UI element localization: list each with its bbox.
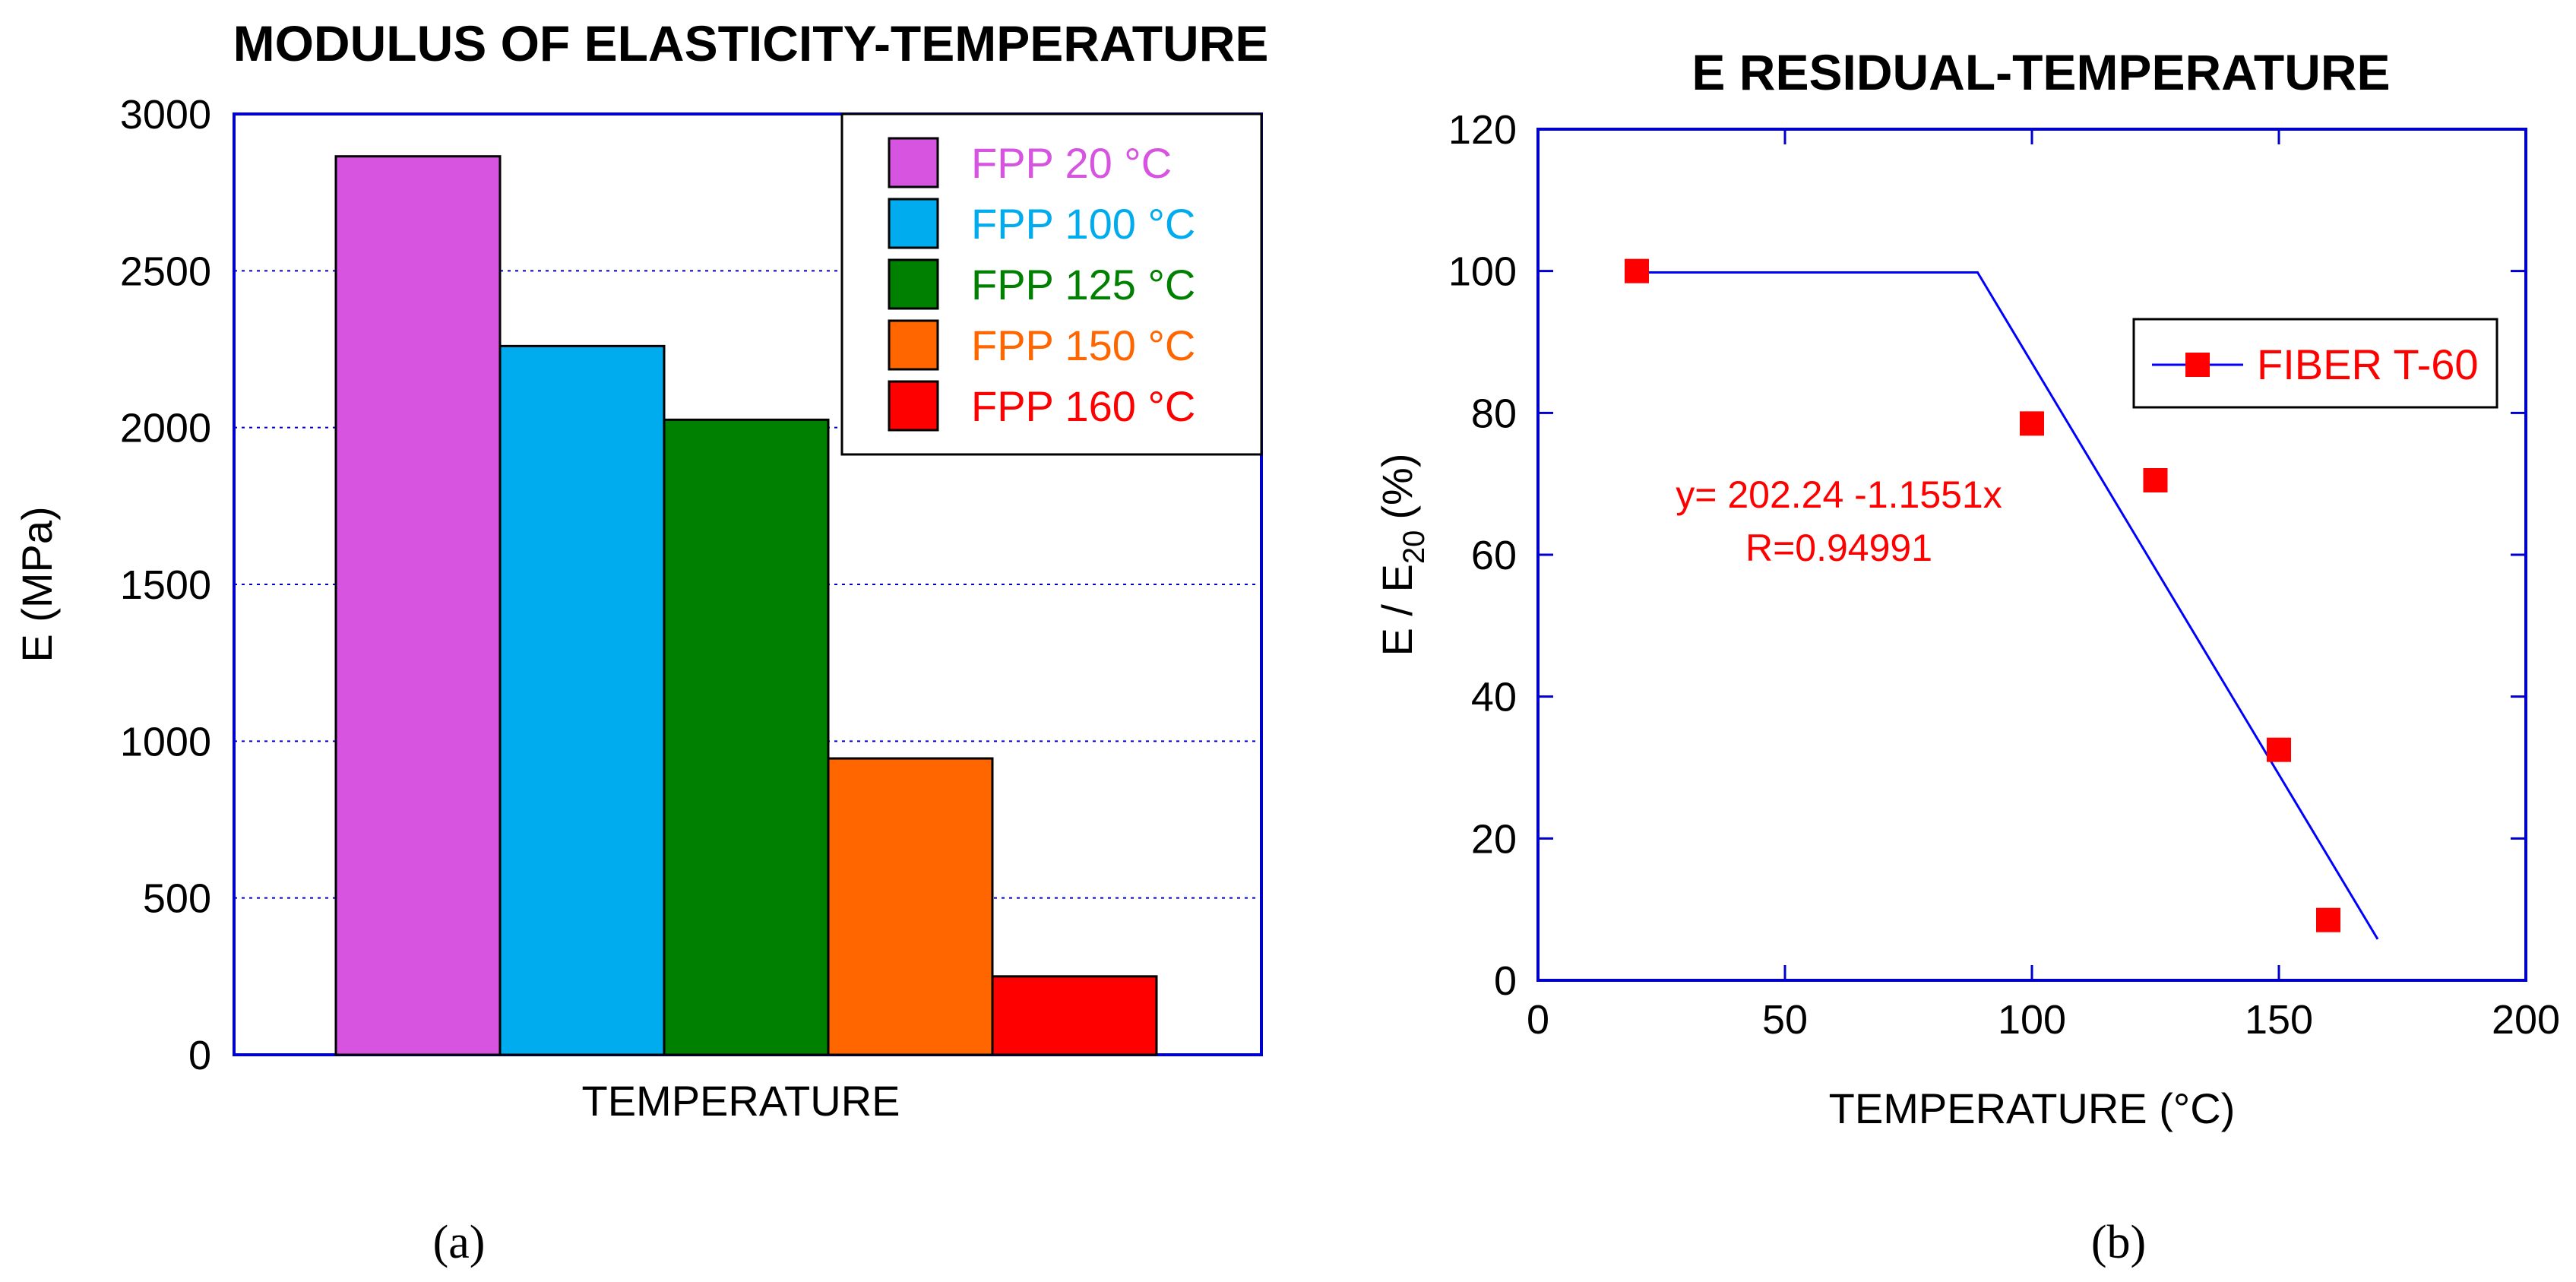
chart-a-y-tick-label: 500	[143, 876, 211, 922]
chart-b-y-label-unit: (%)	[1373, 454, 1421, 520]
chart-b-legend-marker	[2185, 353, 2210, 377]
chart-a-legend-label: FPP 150 °C	[971, 321, 1195, 369]
chart-b-title: E RESIDUAL-TEMPERATURE	[1691, 44, 2390, 100]
chart-b-y-tick-label: 60	[1471, 533, 1517, 578]
caption-a: (a)	[433, 1217, 486, 1268]
chart-a-y-tick-label: 2000	[120, 406, 211, 451]
chart-a-legend-swatch	[888, 319, 939, 371]
chart-b-point	[2020, 411, 2044, 436]
chart-b-equation: y= 202.24 -1.1551x	[1676, 473, 2002, 516]
chart-a-title: MODULUS OF ELASTICITY-TEMPERATURE	[233, 15, 1269, 71]
chart-a-y-ticks: 0 500 1000 1500 2000 2500 3000	[120, 92, 211, 1078]
chart-b-y-label-sub: 20	[1397, 530, 1431, 565]
caption-b: (b)	[2091, 1217, 2146, 1268]
chart-a-y-tick-label: 0	[188, 1033, 211, 1078]
chart-a-legend-label: FPP 20 °C	[971, 139, 1172, 187]
chart-b-annotation: y= 202.24 -1.1551x R=0.94991	[1676, 473, 2002, 569]
chart-a-bar	[827, 757, 994, 1056]
chart-b-point	[2316, 907, 2340, 932]
chart-a-legend-label: FPP 100 °C	[971, 200, 1195, 248]
chart-a-bar	[991, 975, 1158, 1056]
chart-a-y-tick-label: 2500	[120, 248, 211, 294]
chart-a-y-tick-label: 3000	[120, 92, 211, 138]
chart-a-legend-label: FPP 125 °C	[971, 261, 1195, 309]
chart-a-bar	[498, 344, 666, 1056]
chart-a-bar	[663, 418, 830, 1056]
chart-a-y-axis-label: E (MPa)	[13, 506, 61, 662]
chart-a-y-tick-label: 1000	[120, 719, 211, 764]
chart-a-y-tick-label: 1500	[120, 562, 211, 608]
chart-b-y-tick-label: 20	[1471, 816, 1517, 862]
chart-b-y-axis-label: E / E20 (%)	[1373, 454, 1431, 657]
chart-a-bar	[334, 155, 502, 1056]
chart-b-point	[2267, 737, 2291, 762]
chart-b: E RESIDUAL-TEMPERATURE 0 50 100 150 200 0 20 40…	[1373, 44, 2560, 1268]
chart-b-x-axis-label: TEMPERATURE (°C)	[1829, 1084, 2236, 1132]
chart-b-legend-label: FIBER T-60	[2257, 340, 2479, 388]
chart-b-points	[1625, 258, 2340, 932]
chart-b-x-tick-label: 100	[1998, 997, 2066, 1043]
chart-b-x-tick-label: 150	[2245, 997, 2313, 1043]
chart-b-y-tick-label: 120	[1448, 107, 1517, 153]
chart-a-x-axis-label: TEMPERATURE	[582, 1077, 900, 1125]
chart-b-plot-area	[1536, 128, 2527, 982]
chart-b-x-tick-label: 200	[2492, 997, 2560, 1043]
chart-b-y-label-main: E / E	[1373, 564, 1421, 656]
chart-b-point	[2143, 468, 2168, 492]
chart-b-y-tick-label: 80	[1471, 391, 1517, 436]
chart-b-legend: FIBER T-60	[2132, 318, 2498, 409]
chart-a-legend-label: FPP 160 °C	[971, 382, 1195, 430]
chart-b-ticks: 0 50 100 150 200 0 20 40 60 80 100 120	[1448, 107, 2560, 1043]
chart-a-legend-swatch	[888, 137, 939, 188]
chart-b-fit-line	[1637, 271, 2379, 940]
chart-b-x-tick-label: 50	[1762, 997, 1808, 1043]
chart-b-r-value: R=0.94991	[1745, 527, 1932, 569]
chart-b-y-tick-label: 100	[1448, 249, 1517, 295]
chart-a-legend-swatch	[888, 380, 939, 432]
chart-a-legend: FPP 20 °C FPP 100 °C FPP 125 °C FPP 150 °C F…	[840, 112, 1263, 456]
chart-b-x-tick-label: 0	[1527, 997, 1549, 1043]
chart-a-legend-swatch	[888, 258, 939, 310]
chart-a-bars	[334, 155, 1158, 1056]
chart-b-point	[1625, 258, 1649, 283]
chart-b-y-tick-label: 40	[1471, 675, 1517, 720]
chart-a-legend-swatch	[888, 198, 939, 249]
chart-a: MODULUS OF ELASTICITY-TEMPERATURE 0 500 10…	[13, 15, 1268, 1268]
chart-b-y-tick-label: 0	[1494, 958, 1517, 1004]
